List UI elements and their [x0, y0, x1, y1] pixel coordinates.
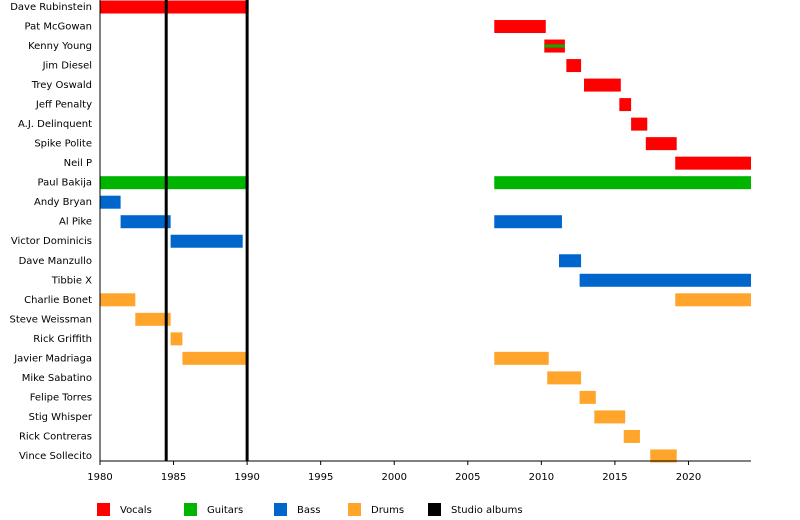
member-label: Paul Bakija	[38, 178, 92, 189]
legend-label: Studio albums	[451, 505, 523, 516]
bar	[559, 254, 582, 268]
legend-label: Guitars	[207, 505, 243, 516]
member-label: Victor Dominicis	[11, 236, 92, 247]
bar	[650, 449, 677, 463]
member-label: Felipe Torres	[30, 392, 92, 403]
bar	[135, 312, 171, 326]
bar	[675, 156, 751, 170]
member-label: A.J. Delinquent	[18, 119, 92, 130]
bar	[494, 215, 562, 229]
bar	[619, 98, 632, 112]
bar	[544, 44, 565, 48]
member-label: Vince Sollecito	[19, 451, 92, 462]
x-tick-label: 2020	[676, 472, 701, 483]
member-label: Andy Bryan	[34, 197, 92, 208]
x-tick-label: 1990	[234, 472, 259, 483]
bar	[566, 59, 582, 73]
bar	[594, 410, 626, 424]
bar	[547, 371, 582, 385]
bar	[170, 234, 243, 248]
bar	[584, 78, 621, 92]
member-label: Tibbie X	[51, 275, 92, 286]
bar	[579, 273, 751, 287]
member-label: Al Pike	[59, 217, 92, 228]
bar	[100, 293, 136, 307]
member-label: Mike Sabatino	[22, 373, 92, 384]
bar	[100, 195, 121, 209]
bar	[100, 176, 249, 190]
x-tick-label: 1980	[87, 472, 112, 483]
bar	[645, 137, 677, 151]
x-tick-label: 2010	[529, 472, 554, 483]
legend-swatch	[348, 503, 361, 516]
member-label: Rick Contreras	[19, 431, 92, 442]
member-label: Charlie Bonet	[24, 295, 92, 306]
member-label: Kenny Young	[28, 41, 92, 52]
bar	[579, 390, 596, 404]
bar	[494, 351, 549, 365]
x-tick-label: 2005	[455, 472, 480, 483]
legend-swatch	[428, 503, 441, 516]
bar	[120, 215, 171, 229]
member-label: Trey Oswald	[31, 80, 92, 91]
x-tick-label: 2015	[602, 472, 627, 483]
legend-label: Drums	[371, 505, 404, 516]
bar	[631, 117, 648, 131]
legend-swatch	[274, 503, 287, 516]
legend-label: Bass	[297, 505, 320, 516]
legend-label: Vocals	[120, 505, 152, 516]
bar	[623, 429, 640, 443]
member-label: Pat McGowan	[25, 22, 92, 33]
bar	[494, 176, 751, 190]
bar	[675, 293, 751, 307]
member-label: Steve Weissman	[9, 314, 92, 325]
x-tick-label: 2000	[382, 472, 407, 483]
x-tick-label: 1985	[161, 472, 186, 483]
bar	[170, 332, 183, 346]
bar	[494, 20, 546, 34]
member-label: Jim Diesel	[42, 61, 92, 72]
member-label: Neil P	[64, 158, 92, 169]
member-label: Dave Rubinstein	[10, 2, 92, 13]
member-label: Javier Madriaga	[13, 353, 92, 364]
member-label: Stig Whisper	[29, 412, 93, 423]
member-label: Dave Manzullo	[19, 256, 92, 267]
bar	[100, 0, 249, 14]
member-label: Rick Griffith	[33, 334, 92, 345]
bar	[182, 351, 249, 365]
member-label: Jeff Penalty	[35, 100, 92, 111]
x-tick-label: 1995	[308, 472, 333, 483]
member-label: Spike Polite	[34, 139, 92, 150]
legend-swatch	[97, 503, 110, 516]
legend-swatch	[184, 503, 197, 516]
